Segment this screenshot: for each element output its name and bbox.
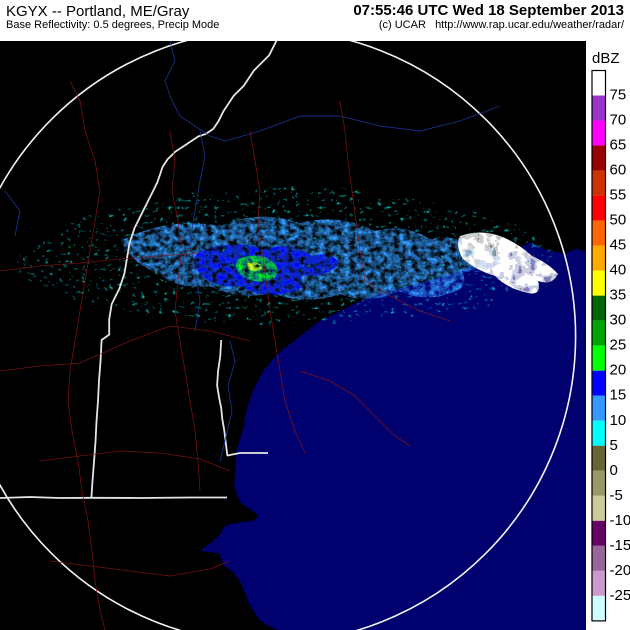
svg-text:dBZ: dBZ [592, 50, 620, 67]
svg-text:0: 0 [610, 462, 618, 479]
svg-text:45: 45 [610, 237, 627, 254]
svg-text:40: 40 [610, 262, 627, 279]
svg-text:20: 20 [610, 362, 627, 379]
svg-text:-5: -5 [610, 487, 623, 504]
svg-text:-15: -15 [610, 537, 630, 554]
svg-text:55: 55 [610, 187, 627, 204]
svg-text:35: 35 [610, 287, 627, 304]
svg-text:-20: -20 [610, 562, 630, 579]
svg-text:10: 10 [610, 412, 627, 429]
svg-text:60: 60 [610, 162, 627, 179]
svg-text:65: 65 [610, 137, 627, 154]
svg-text:50: 50 [610, 212, 627, 229]
svg-text:5: 5 [610, 437, 618, 454]
svg-text:70: 70 [610, 112, 627, 129]
svg-text:-10: -10 [610, 512, 630, 529]
svg-text:30: 30 [610, 312, 627, 329]
svg-text:-25: -25 [610, 587, 630, 604]
svg-text:75: 75 [610, 87, 627, 104]
svg-text:15: 15 [610, 387, 627, 404]
svg-text:25: 25 [610, 337, 627, 354]
